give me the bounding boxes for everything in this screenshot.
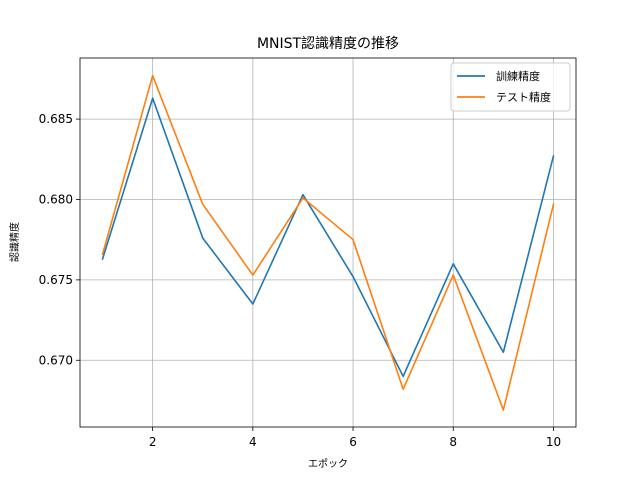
plot-area-frame [79, 57, 577, 428]
series-lines [101, 74, 555, 411]
y-tick-label: 0.670 [39, 353, 73, 367]
x-tick-label: 6 [349, 435, 357, 449]
y-axis-label: 認識精度 [8, 222, 21, 262]
chart-title: MNIST認識精度の推移 [257, 36, 399, 52]
x-tick-label: 4 [249, 435, 257, 449]
legend: 訓練精度 テスト精度 [450, 62, 571, 112]
y-tick-label: 0.675 [39, 273, 73, 287]
y-tick-label: 0.680 [39, 192, 73, 206]
legend-label-train: 訓練精度 [496, 69, 540, 83]
legend-label-test: テスト精度 [496, 90, 551, 104]
x-axis-label: エポック [308, 458, 348, 470]
x-tick-label: 10 [546, 435, 561, 449]
x-tick-label: 2 [149, 435, 157, 449]
legend-box [450, 62, 571, 112]
x-tick-label: 8 [449, 435, 457, 449]
series-line-test [101, 74, 555, 411]
grid [80, 58, 576, 427]
y-tick-label: 0.685 [39, 112, 73, 126]
axis-ticks: 2 4 6 8 10 0.670 0.675 0.680 0.685 [39, 112, 561, 449]
series-line-train [101, 97, 555, 378]
